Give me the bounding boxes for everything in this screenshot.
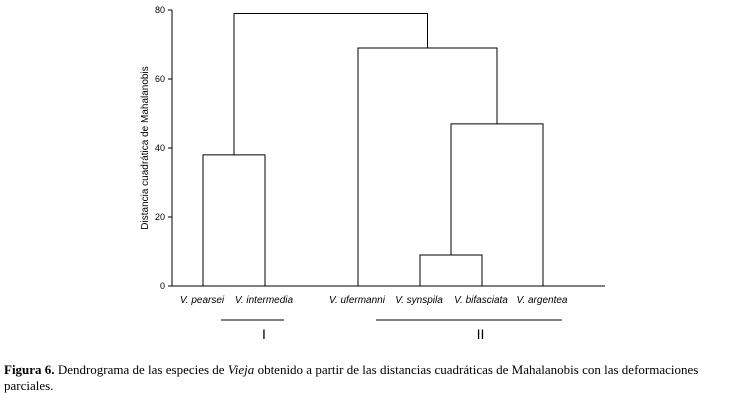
caption-text-before: Dendrograma de las especies de (54, 362, 228, 377)
dendrogram-link (202, 154, 266, 286)
figure-caption: Figura 6. Dendrograma de las especies de… (4, 362, 740, 394)
y-axis-label: Distancia cuadrática de Mahalanobis (140, 66, 151, 229)
dendrogram-links (202, 12, 544, 286)
y-tick-label: 60 (155, 74, 165, 84)
dendrogram-link (233, 12, 428, 155)
group-label: I (262, 326, 266, 342)
caption-text-after: obtenido a partir de las distancias cuad… (4, 362, 699, 393)
dendrogram-link (419, 254, 483, 286)
caption-genus: Vieja (227, 362, 255, 377)
leaf-label: V. ufermanni (329, 295, 386, 306)
leaf-label: V. intermedia (235, 295, 294, 306)
dendrogram-link (450, 123, 544, 286)
figure-label: Figura 6. (4, 362, 55, 377)
leaf-label: V. bifasciata (454, 295, 508, 306)
dendrogram-chart: 0 20 40 60 80 V. pearsei V. intermedia V. ufer… (140, 5, 605, 342)
leaf-labels: V. pearsei V. intermedia V. ufermanni V. sy… (180, 295, 568, 306)
leaf-label: V. synspila (395, 295, 443, 306)
y-tick-label: 0 (160, 281, 165, 291)
y-tick-label: 80 (155, 5, 165, 15)
group-brackets: I II (221, 319, 562, 342)
leaf-label: V. pearsei (180, 295, 225, 306)
dendrogram-link (357, 47, 498, 286)
y-tick-label: 40 (155, 143, 165, 153)
group-label: II (477, 326, 485, 342)
leaf-label: V. argentea (517, 295, 568, 306)
y-tick-label: 20 (155, 212, 165, 222)
y-axis: 0 20 40 60 80 (155, 5, 605, 291)
